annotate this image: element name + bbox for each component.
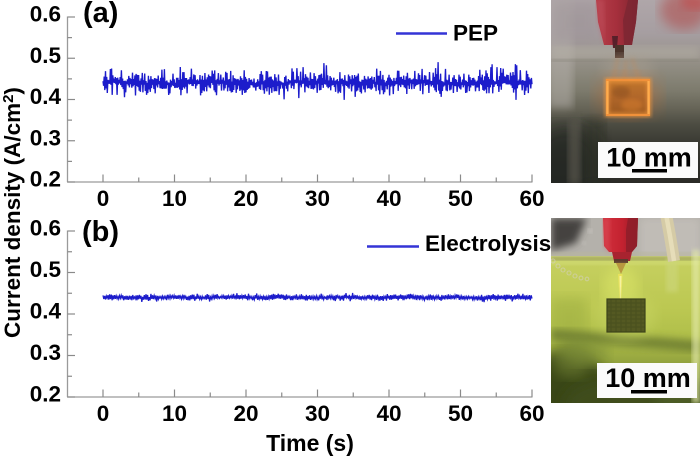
svg-text:Current density (A/cm2): Current density (A/cm2) [0,87,25,338]
svg-text:50: 50 [448,186,473,211]
svg-text:0.2: 0.2 [30,167,61,192]
svg-text:0.3: 0.3 [30,125,61,150]
svg-text:10 mm: 10 mm [605,363,691,393]
svg-text:0.4: 0.4 [30,299,62,324]
svg-text:0.5: 0.5 [30,257,61,282]
svg-text:0: 0 [97,401,110,426]
svg-text:30: 30 [305,186,330,211]
svg-text:PEP: PEP [453,21,498,46]
svg-text:10: 10 [162,186,187,211]
svg-text:20: 20 [233,401,258,426]
svg-text:40: 40 [376,401,401,426]
svg-text:0.3: 0.3 [30,340,61,365]
svg-text:0.5: 0.5 [30,43,61,68]
svg-text:60: 60 [519,186,544,211]
svg-text:40: 40 [376,186,401,211]
svg-text:0.6: 0.6 [30,2,61,27]
svg-text:Electrolysis: Electrolysis [425,231,551,256]
svg-text:0: 0 [97,186,110,211]
svg-text:10 mm: 10 mm [606,143,692,173]
svg-text:10: 10 [162,401,187,426]
svg-text:0.4: 0.4 [30,84,62,109]
svg-text:(a): (a) [83,0,118,29]
svg-text:Time (s): Time (s) [266,430,354,456]
svg-text:50: 50 [448,401,473,426]
svg-text:20: 20 [233,186,258,211]
svg-text:0.2: 0.2 [30,382,61,407]
svg-text:30: 30 [305,401,330,426]
svg-text:0.6: 0.6 [30,216,61,241]
svg-text:60: 60 [519,401,544,426]
svg-text:(b): (b) [82,216,119,248]
